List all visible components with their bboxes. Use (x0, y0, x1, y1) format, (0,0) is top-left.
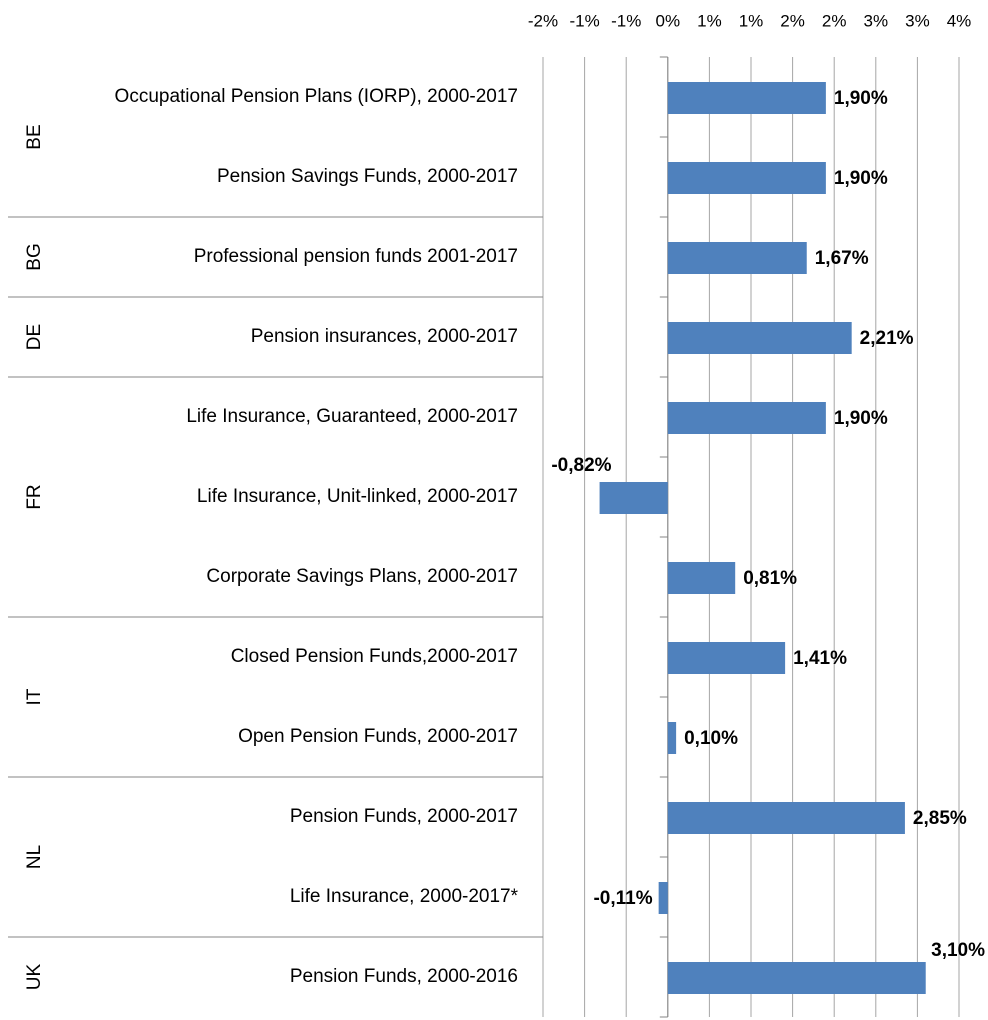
value-label: 1,41% (793, 648, 847, 669)
x-tick-label: -2% (528, 11, 558, 30)
x-tick-label: 4% (947, 11, 972, 30)
bar (667, 402, 826, 434)
category-label: Open Pension Funds, 2000-2017 (238, 726, 518, 747)
bar (667, 82, 826, 114)
value-label: -0,11% (593, 888, 652, 909)
group-label: IT (24, 688, 45, 705)
x-tick-label: -1% (611, 11, 641, 30)
group-label: DE (24, 324, 45, 350)
x-tick-label: 3% (905, 11, 930, 30)
value-label: 3,10% (931, 940, 985, 961)
bar (667, 562, 736, 594)
bar (667, 162, 826, 194)
bar (658, 882, 668, 914)
category-label: Life Insurance, Guaranteed, 2000-2017 (186, 406, 518, 427)
group-label: NL (24, 845, 45, 869)
category-label: Life Insurance, Unit-linked, 2000-2017 (197, 486, 518, 507)
bar (667, 322, 852, 354)
category-label: Professional pension funds 2001-2017 (194, 246, 518, 267)
value-label: 0,10% (684, 728, 738, 749)
x-tick-label: 3% (864, 11, 889, 30)
bar (667, 962, 926, 994)
bar (667, 802, 905, 834)
x-tick-label: -1% (569, 11, 599, 30)
category-label: Pension Funds, 2000-2016 (290, 966, 518, 987)
x-tick-label: 1% (739, 11, 764, 30)
category-label: Pension Savings Funds, 2000-2017 (217, 166, 518, 187)
value-label: 0,81% (743, 568, 797, 589)
category-label: Pension insurances, 2000-2017 (251, 326, 518, 347)
bar (667, 642, 786, 674)
group-label: BE (24, 124, 45, 149)
group-label: FR (24, 484, 45, 509)
x-tick-label: 2% (822, 11, 847, 30)
category-label: Closed Pension Funds,2000-2017 (231, 646, 518, 667)
category-label: Life Insurance, 2000-2017* (290, 886, 519, 907)
category-label: Corporate Savings Plans, 2000-2017 (206, 566, 518, 587)
value-label: 1,90% (834, 408, 888, 429)
category-label: Pension Funds, 2000-2017 (290, 806, 518, 827)
category-label: Occupational Pension Plans (IORP), 2000-… (115, 86, 518, 107)
value-label: -0,82% (551, 455, 611, 476)
value-label: 2,21% (860, 328, 914, 349)
x-tick-label: 0% (656, 11, 681, 30)
value-label: 1,90% (834, 168, 888, 189)
value-label: 1,67% (815, 248, 869, 269)
x-tick-label: 1% (697, 11, 722, 30)
value-label: 2,85% (913, 808, 967, 829)
bar (667, 242, 807, 274)
bar (667, 722, 677, 754)
value-label: 1,90% (834, 88, 888, 109)
group-label: BG (24, 243, 45, 270)
bar (599, 482, 668, 514)
x-tick-label: 2% (780, 11, 805, 30)
group-label: UK (24, 963, 45, 990)
